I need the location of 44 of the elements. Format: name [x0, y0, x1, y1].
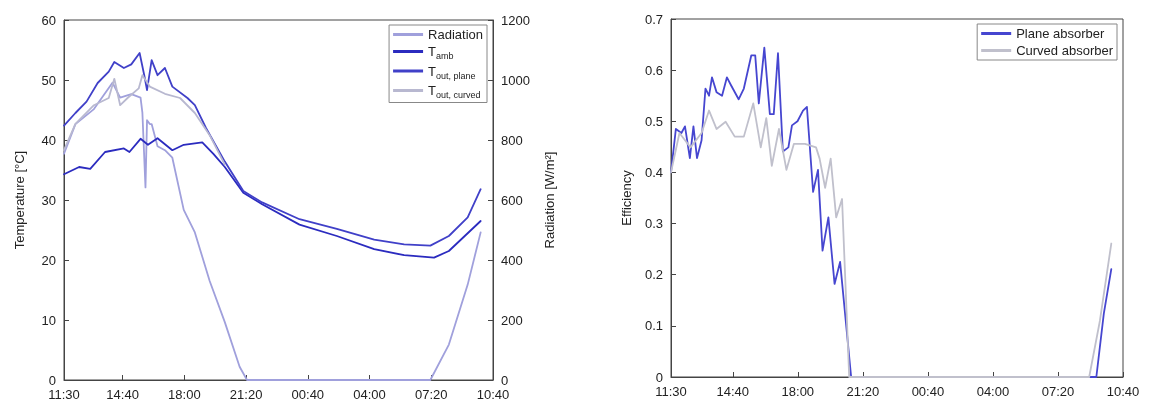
- y-tick-label: 0: [655, 369, 663, 385]
- x-tick-label: 10:40: [1106, 384, 1140, 399]
- y-tick-label: 0.3: [644, 216, 663, 232]
- y-tick-label: 10: [41, 312, 56, 328]
- x-tick-label: 18:00: [781, 384, 815, 399]
- x-tick-label: 04:00: [976, 384, 1010, 399]
- y-tick-label: 30: [41, 192, 56, 208]
- y-tick-label: 0.2: [644, 267, 663, 283]
- y-axis-title: Temperature [°C]: [12, 150, 27, 250]
- x-tick-label: 07:20: [1041, 384, 1075, 399]
- y-tick-label: 40: [41, 132, 56, 148]
- x-tick-label: 18:00: [168, 387, 201, 402]
- legend-label: Radiation: [428, 27, 484, 42]
- y2-tick-label: 800: [501, 132, 523, 148]
- y2-tick-label: 1200: [501, 12, 530, 28]
- x-tick-label: 11:30: [48, 387, 80, 402]
- y-tick-label: 20: [41, 252, 56, 268]
- legend-label: Plane absorber: [1016, 26, 1106, 41]
- x-tick-label: 21:20: [229, 387, 263, 402]
- x-tick-label: 14:40: [716, 384, 750, 399]
- y-tick-label: 0.6: [644, 62, 663, 78]
- legend-label: Curved absorber: [1016, 43, 1114, 58]
- y-tick-label: 50: [41, 72, 56, 88]
- x-tick-label: 11:30: [655, 384, 687, 399]
- y-tick-label: 0.7: [644, 11, 663, 27]
- y2-tick-label: 1000: [501, 72, 530, 88]
- y2-tick-label: 200: [501, 312, 523, 328]
- y2-axis-title: Radiation [W/m²]: [542, 151, 557, 249]
- y-tick-label: 0.1: [644, 318, 663, 334]
- x-tick-label: 21:20: [846, 384, 880, 399]
- x-tick-label: 00:40: [291, 387, 325, 402]
- y2-tick-label: 400: [501, 252, 523, 268]
- y-tick-label: 0: [48, 372, 56, 388]
- x-tick-label: 14:40: [106, 387, 139, 402]
- y2-tick-label: 600: [501, 192, 523, 208]
- y-tick-label: 60: [41, 12, 56, 28]
- x-tick-label: 04:00: [353, 387, 386, 402]
- y-tick-label: 0.5: [644, 113, 663, 129]
- x-tick-label: 00:40: [911, 384, 945, 399]
- x-tick-label: 07:20: [415, 387, 448, 402]
- y-tick-label: 0.4: [644, 164, 663, 180]
- y-axis-title: Efficiency: [619, 169, 634, 226]
- x-tick-label: 10:40: [476, 387, 510, 402]
- y2-tick-label: 0: [501, 372, 509, 388]
